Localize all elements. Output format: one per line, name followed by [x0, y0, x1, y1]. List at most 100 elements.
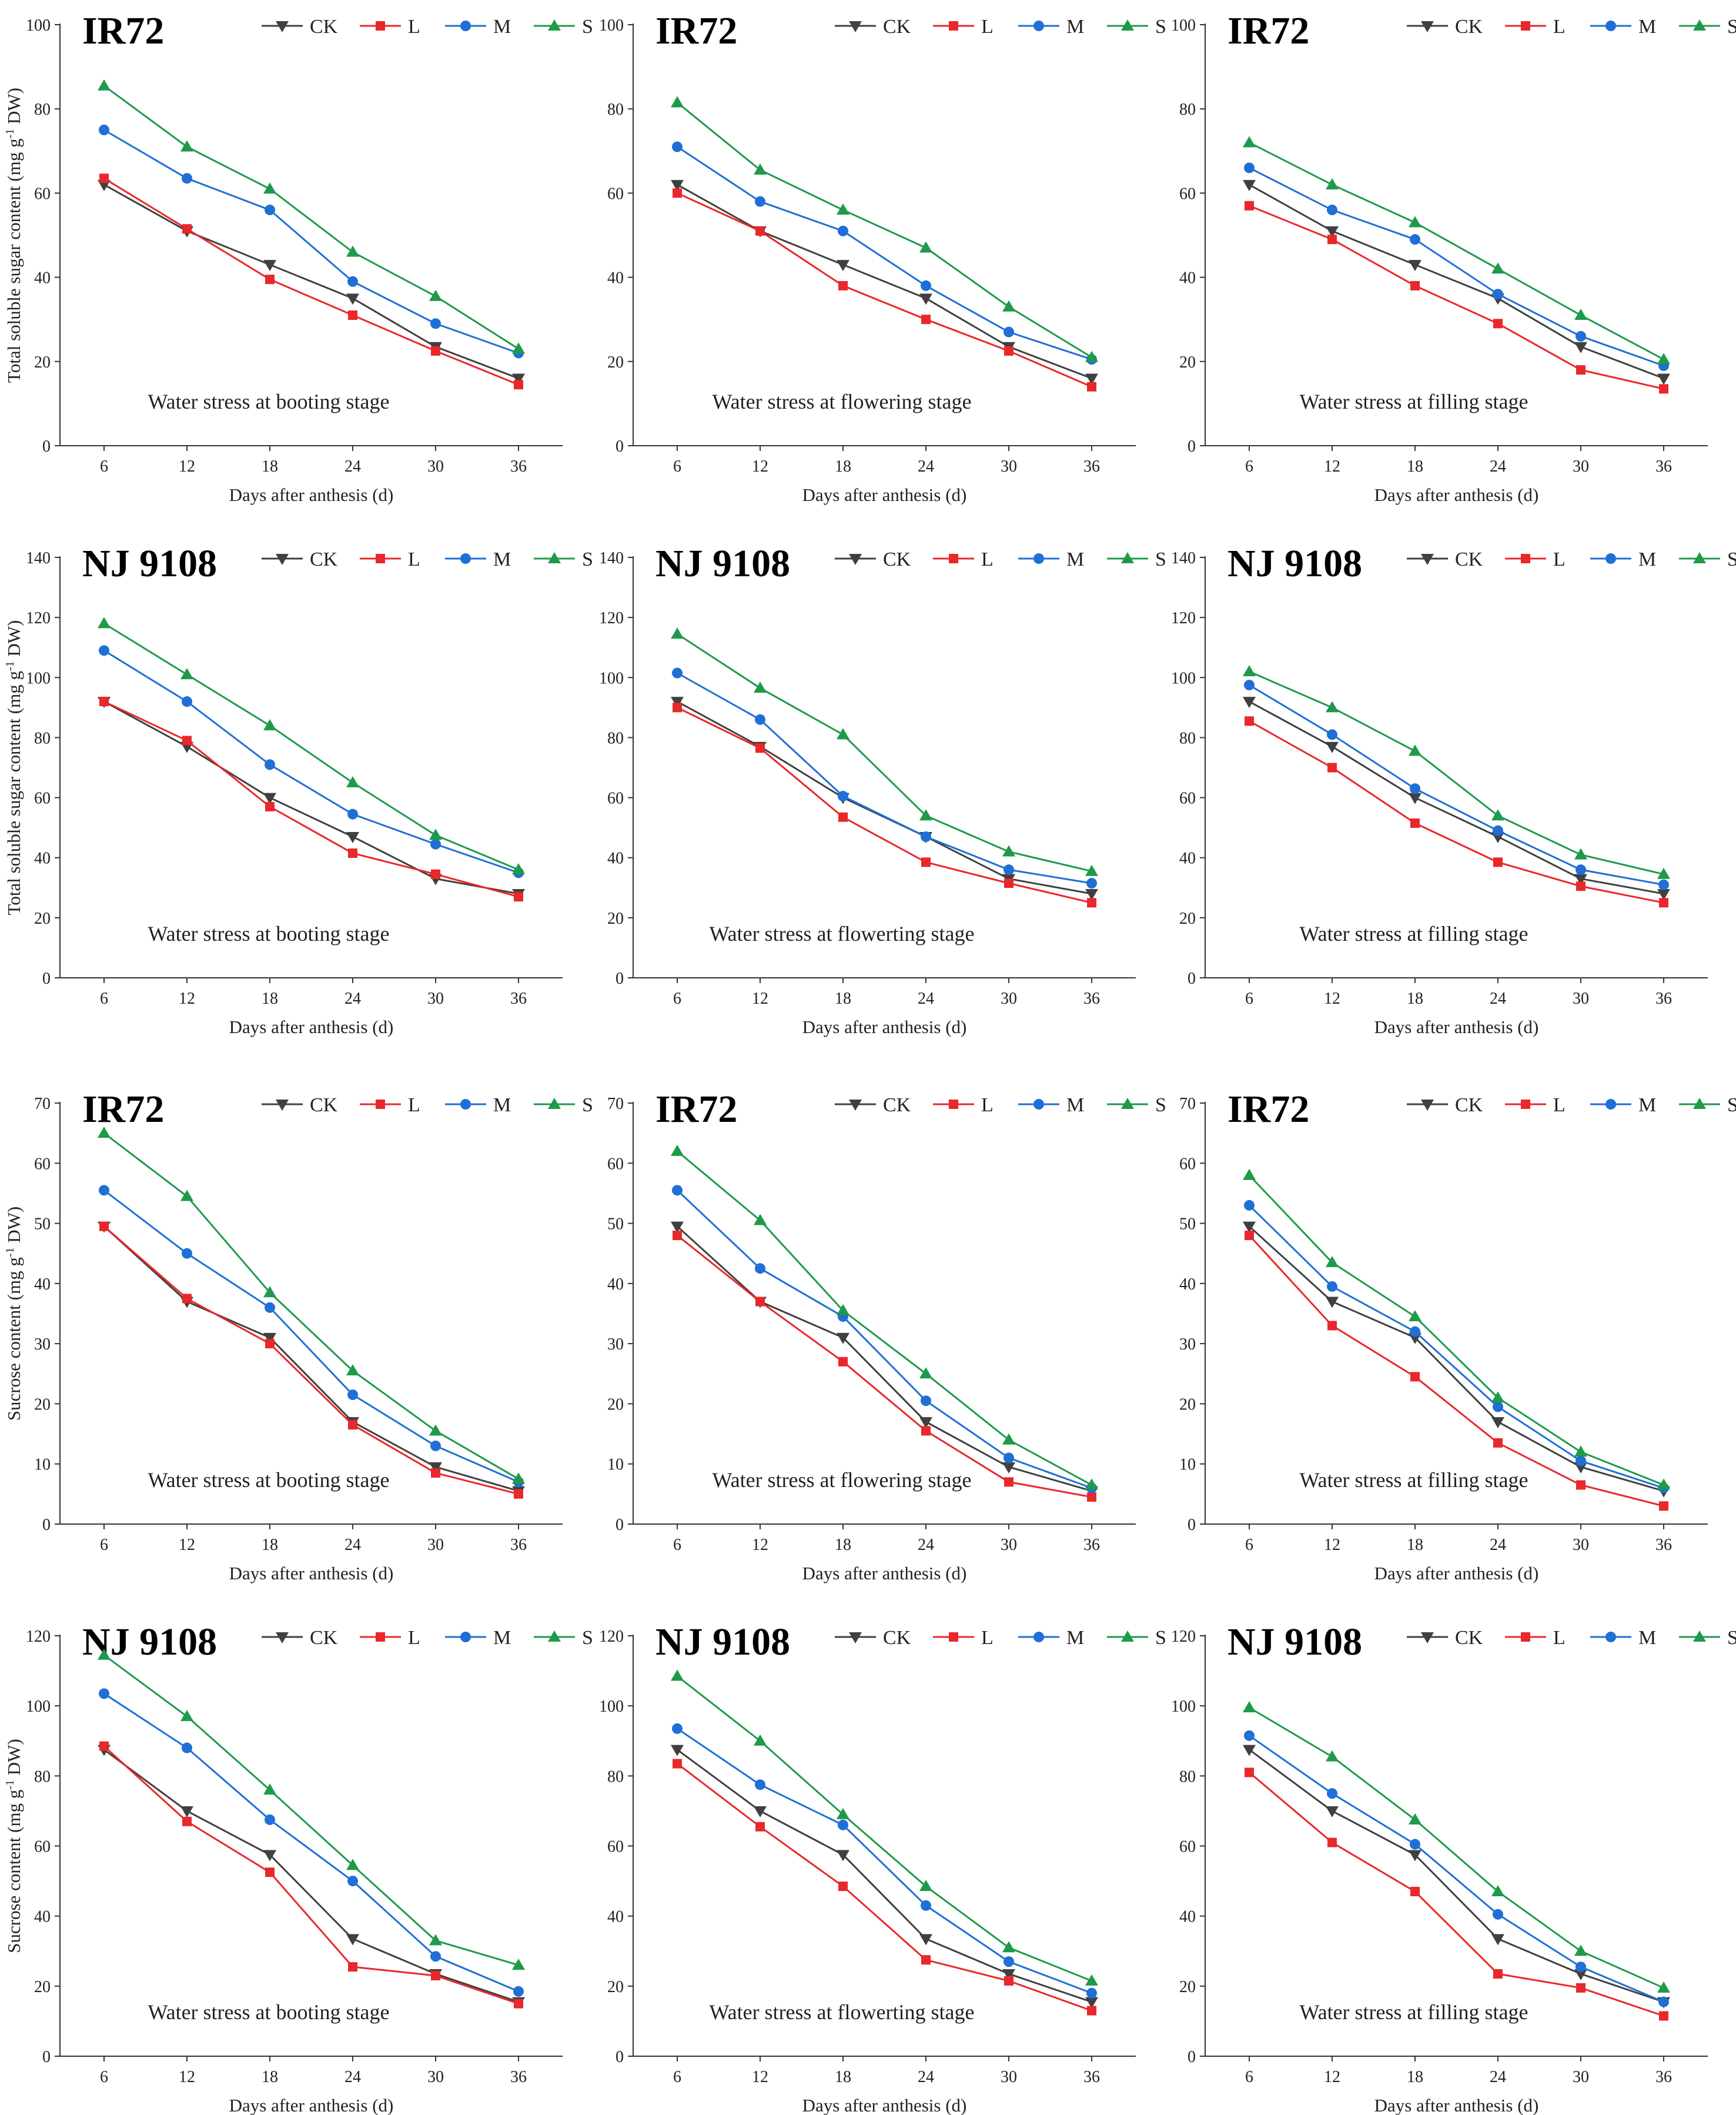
data-point — [1244, 680, 1255, 691]
series-line — [103, 1654, 519, 1966]
x-axis-label: Days after anthesis (d) — [1374, 485, 1539, 505]
series-line — [103, 700, 519, 895]
data-point — [1004, 1956, 1014, 1967]
data-point — [1326, 1297, 1339, 1308]
data-point — [1004, 864, 1014, 876]
data-point — [1085, 373, 1098, 385]
chart-panel-9: 0 10 20 30 40 50 60 70 6 12 18 24 30 36 Days after ant… — [1179, 1088, 1736, 1583]
legend-marker — [548, 1630, 561, 1642]
series-s — [671, 1144, 1098, 1490]
series-line — [677, 707, 1092, 904]
data-point — [1002, 1433, 1015, 1445]
data-point — [671, 1144, 684, 1156]
y-tick-label: 40 — [34, 269, 51, 288]
legend-marker — [460, 1099, 471, 1110]
x-tick-label: 18 — [835, 457, 851, 476]
legend-marker — [1605, 1099, 1616, 1110]
legend-label: M — [1638, 1094, 1656, 1116]
data-point — [265, 801, 275, 811]
series-line — [677, 1234, 1092, 1498]
legend-marker — [1421, 21, 1434, 32]
series-line — [103, 1225, 519, 1492]
data-point — [1326, 226, 1339, 238]
series-line — [677, 1728, 1092, 1994]
legend-marker — [276, 21, 289, 32]
data-point — [1410, 1886, 1420, 1896]
data-point — [182, 1816, 192, 1826]
data-point — [1576, 864, 1586, 876]
data-point — [99, 697, 109, 707]
y-tick-label: 10 — [607, 1456, 624, 1474]
legend-label: L — [1553, 549, 1566, 570]
data-point — [1004, 326, 1014, 338]
series-m — [99, 645, 524, 878]
legend-marker — [1033, 553, 1044, 564]
data-point — [1326, 178, 1339, 190]
data-point — [346, 1364, 359, 1376]
stress-annotation: Water stress at flowering stage — [713, 1468, 972, 1492]
y-tick-label: 80 — [34, 1767, 51, 1786]
x-axis-label: Days after anthesis (d) — [802, 1563, 967, 1583]
series-line — [1249, 1749, 1664, 2003]
x-tick-label: 6 — [1245, 457, 1253, 476]
y-tick-label: 100 — [26, 1698, 51, 1716]
series-ck — [98, 1745, 525, 2009]
data-point — [838, 1356, 848, 1366]
legend-marker — [548, 552, 561, 563]
series-line — [1249, 1735, 1664, 2003]
y-tick-label: 100 — [1171, 669, 1196, 687]
y-tick-label: 40 — [34, 850, 51, 868]
series-m — [1244, 162, 1669, 371]
y-tick-label: 60 — [34, 185, 51, 203]
data-point — [180, 668, 193, 680]
data-point — [1002, 300, 1015, 312]
data-point — [838, 225, 848, 236]
data-point — [1327, 1281, 1337, 1292]
data-point — [1657, 353, 1670, 365]
data-point — [838, 812, 848, 822]
data-point — [1327, 205, 1337, 216]
x-tick-label: 18 — [835, 990, 851, 1008]
data-point — [837, 1850, 849, 1862]
y-tick-label: 60 — [34, 1155, 51, 1173]
legend-label: S — [582, 1627, 593, 1649]
x-tick-label: 30 — [1001, 1536, 1017, 1554]
data-point — [265, 205, 275, 216]
stress-annotation: Water stress at booting stage — [148, 390, 390, 413]
data-point — [1493, 1909, 1503, 1920]
panel-title: NJ 9108 — [655, 542, 790, 585]
data-point — [98, 617, 111, 629]
data-point — [514, 892, 523, 902]
data-point — [1002, 1969, 1015, 1980]
x-tick-label: 6 — [100, 457, 108, 476]
series-s — [671, 1669, 1098, 1986]
data-point — [1493, 1969, 1503, 1979]
y-tick-label: 30 — [1179, 1335, 1196, 1354]
x-tick-label: 12 — [1324, 2068, 1340, 2086]
legend-label: S — [1155, 1627, 1166, 1649]
data-point — [671, 96, 684, 108]
data-point — [1243, 180, 1256, 192]
y-tick-label: 40 — [34, 1275, 51, 1294]
data-point — [1326, 1256, 1339, 1268]
data-point — [182, 224, 192, 234]
series-l — [99, 1221, 523, 1499]
y-tick-label: 60 — [34, 1838, 51, 1856]
data-point — [754, 1806, 767, 1817]
series-line — [1248, 1225, 1664, 1492]
series-s — [98, 1648, 525, 1970]
data-point — [1002, 1462, 1015, 1474]
data-point — [265, 759, 275, 770]
data-point — [1576, 1455, 1586, 1466]
series-m — [672, 1185, 1097, 1493]
legend-marker — [1421, 1100, 1434, 1111]
data-point — [755, 196, 765, 207]
y-tick-label: 40 — [1179, 1908, 1196, 1926]
data-point — [921, 857, 931, 867]
series-m — [99, 1688, 524, 1997]
y-tick-label: 10 — [1179, 1456, 1196, 1474]
data-point — [919, 241, 932, 253]
data-point — [1493, 319, 1503, 329]
series-line — [677, 192, 1092, 388]
data-point — [672, 1723, 683, 1734]
